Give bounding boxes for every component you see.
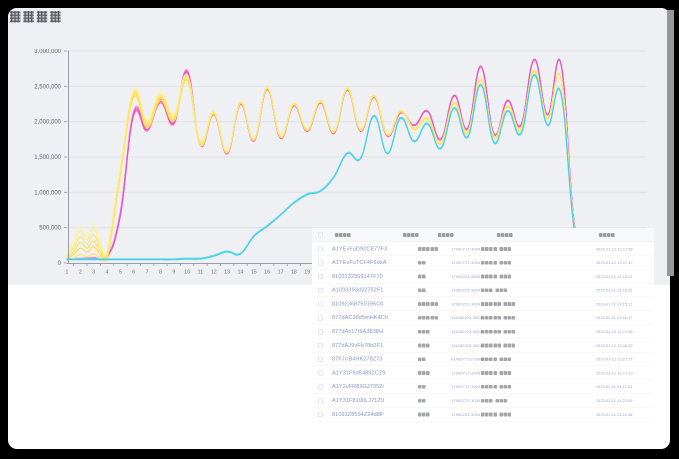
svg-text:2,000,000: 2,000,000 bbox=[34, 120, 61, 126]
svg-text:13: 13 bbox=[224, 270, 230, 276]
svg-text:1: 1 bbox=[66, 270, 69, 276]
svg-text:5: 5 bbox=[119, 270, 122, 276]
svg-text:9: 9 bbox=[172, 270, 175, 276]
svg-text:15: 15 bbox=[251, 270, 257, 276]
svg-text:17: 17 bbox=[278, 270, 284, 276]
svg-text:1,000,000: 1,000,000 bbox=[34, 190, 61, 196]
svg-text:16: 16 bbox=[264, 270, 270, 276]
svg-text:4: 4 bbox=[106, 270, 109, 276]
svg-text:11: 11 bbox=[198, 270, 203, 276]
svg-text:18: 18 bbox=[291, 270, 297, 276]
svg-text:12: 12 bbox=[211, 270, 217, 276]
svg-text:0: 0 bbox=[58, 261, 62, 267]
svg-text:3,000,000: 3,000,000 bbox=[34, 49, 61, 55]
svg-text:10: 10 bbox=[184, 270, 190, 276]
svg-text:3: 3 bbox=[92, 270, 95, 276]
svg-text:500,000: 500,000 bbox=[39, 226, 61, 232]
svg-text:6: 6 bbox=[132, 270, 135, 276]
svg-text:19: 19 bbox=[304, 270, 310, 276]
svg-text:1,500,000: 1,500,000 bbox=[34, 155, 61, 161]
svg-text:7: 7 bbox=[146, 270, 149, 276]
svg-text:2,500,000: 2,500,000 bbox=[34, 84, 61, 90]
svg-text:14: 14 bbox=[238, 270, 244, 276]
svg-text:8: 8 bbox=[159, 270, 162, 276]
svg-text:2: 2 bbox=[79, 270, 82, 276]
